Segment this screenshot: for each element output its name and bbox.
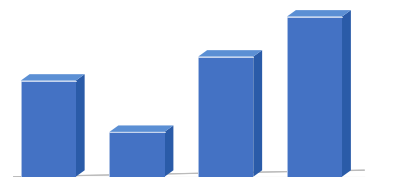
- Polygon shape: [198, 50, 262, 57]
- Polygon shape: [109, 132, 164, 177]
- Polygon shape: [198, 57, 253, 177]
- Polygon shape: [253, 50, 262, 177]
- Polygon shape: [164, 125, 173, 177]
- Polygon shape: [21, 74, 84, 81]
- Polygon shape: [342, 10, 351, 177]
- Polygon shape: [21, 81, 76, 177]
- Polygon shape: [109, 125, 173, 132]
- Polygon shape: [287, 10, 351, 17]
- Polygon shape: [76, 74, 84, 177]
- Polygon shape: [287, 17, 342, 177]
